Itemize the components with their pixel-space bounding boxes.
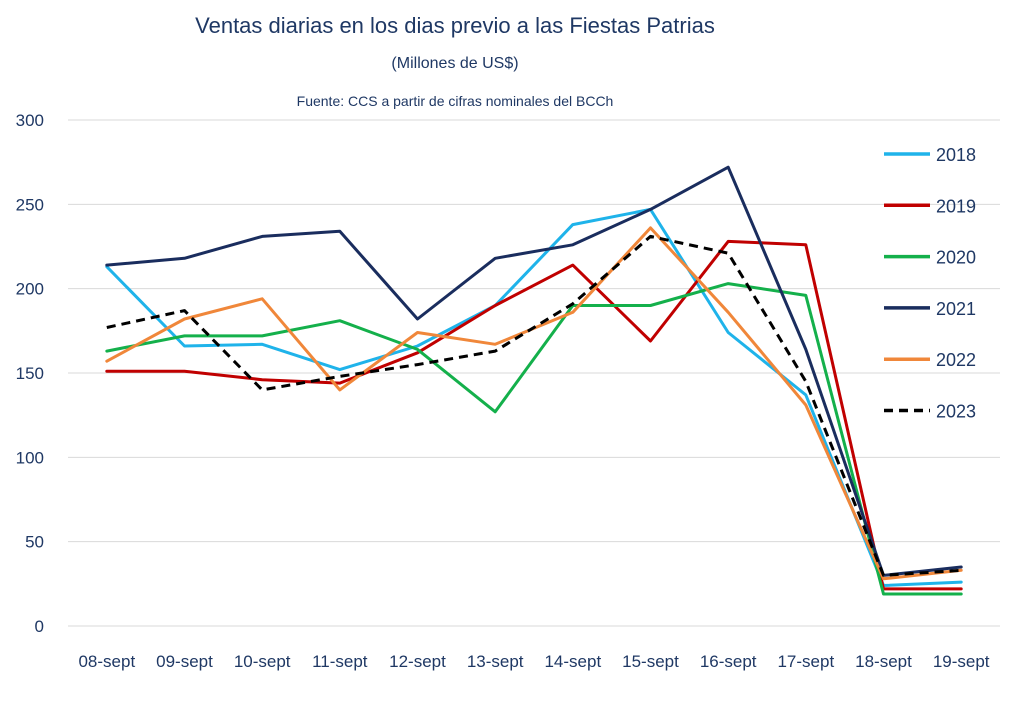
legend: 2018 2019 2020 2021 2022 2023 (884, 145, 976, 422)
x-tick-label: 11-sept (312, 652, 368, 671)
y-tick-label: 100 (16, 448, 44, 467)
x-tick-label: 18-sept (855, 652, 912, 671)
x-tick-label: 10-sept (234, 652, 291, 671)
legend-label-2018: 2018 (936, 145, 976, 165)
y-tick-label: 300 (16, 111, 44, 130)
chart-source: Fuente: CCS a partir de cifras nominales… (297, 93, 614, 109)
x-tick-label: 15-sept (622, 652, 679, 671)
legend-label-2021: 2021 (936, 299, 976, 319)
x-tick-label: 19-sept (933, 652, 990, 671)
series-line-2018 (105, 207, 963, 587)
series-line-2021 (105, 165, 963, 577)
y-axis-ticks: 0 50 100 150 200 250 300 (16, 111, 44, 636)
legend-label-2023: 2023 (936, 402, 976, 422)
legend-label-2022: 2022 (936, 350, 976, 370)
series-line-2023 (106, 234, 962, 577)
legend-label-2020: 2020 (936, 248, 976, 268)
x-tick-label: 17-sept (777, 652, 834, 671)
x-tick-label: 12-sept (389, 652, 446, 671)
y-tick-label: 50 (25, 533, 44, 552)
legend-label-2019: 2019 (936, 196, 976, 216)
series-line-2020 (105, 282, 963, 596)
y-tick-label: 0 (35, 617, 44, 636)
chart-title: Ventas diarias en los dias previo a las … (195, 13, 715, 38)
x-tick-label: 14-sept (544, 652, 601, 671)
gridlines (68, 119, 1000, 627)
y-tick-label: 150 (16, 364, 44, 383)
x-tick-label: 16-sept (700, 652, 757, 671)
x-tick-label: 09-sept (156, 652, 213, 671)
x-tick-label: 08-sept (78, 652, 135, 671)
y-tick-label: 200 (16, 280, 44, 299)
x-tick-label: 13-sept (467, 652, 524, 671)
x-axis-ticks: 08-sept 09-sept 10-sept 11-sept 12-sept 13-se… (78, 652, 989, 671)
y-tick-label: 250 (16, 195, 44, 214)
chart-subtitle: (Millones de US$) (391, 55, 518, 72)
series-line-2019 (105, 239, 963, 591)
series-lines (105, 165, 963, 596)
